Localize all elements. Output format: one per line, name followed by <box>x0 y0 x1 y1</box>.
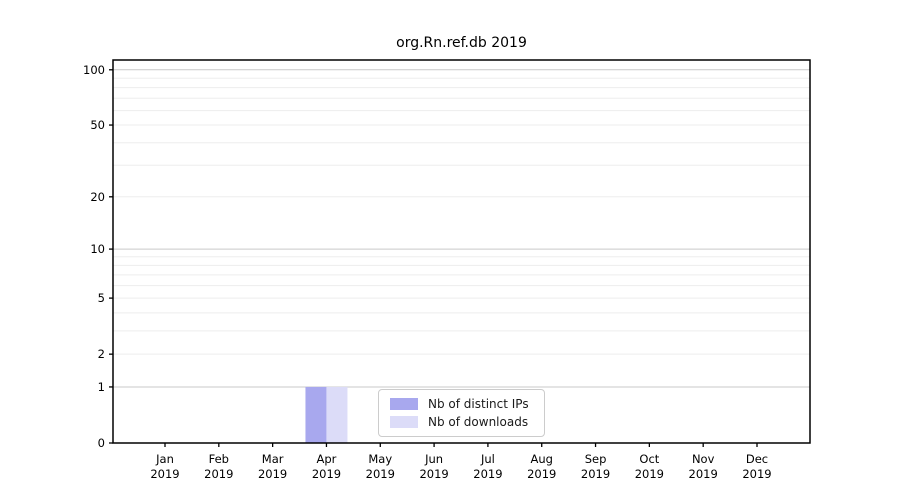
y-tick-label: 5 <box>98 291 105 305</box>
x-tick-label-year: 2019 <box>419 467 448 481</box>
y-tick-label: 20 <box>90 190 105 204</box>
bar-downloads <box>326 386 348 443</box>
x-tick-label-year: 2019 <box>742 467 771 481</box>
legend-item-distinct-ips: Nb of distinct IPs <box>390 398 544 410</box>
x-tick-label-month: May <box>368 452 392 466</box>
x-tick-label-year: 2019 <box>258 467 287 481</box>
x-tick-label-month: Oct <box>639 452 659 466</box>
y-tick-label: 50 <box>90 118 105 132</box>
x-tick-label-year: 2019 <box>527 467 556 481</box>
x-tick-label-month: Nov <box>692 452 715 466</box>
legend-item-downloads: Nb of downloads <box>390 416 544 428</box>
y-tick-label: 0 <box>98 436 105 450</box>
y-tick-label: 10 <box>90 242 105 256</box>
x-tick-label-year: 2019 <box>635 467 664 481</box>
legend-label-distinct-ips: Nb of distinct IPs <box>428 397 529 411</box>
x-tick-label-year: 2019 <box>150 467 179 481</box>
x-tick-label-year: 2019 <box>366 467 395 481</box>
legend-swatch-distinct-ips-icon <box>390 398 418 410</box>
x-tick-label-month: Dec <box>746 452 768 466</box>
x-tick-label-month: Feb <box>209 452 229 466</box>
x-tick-label-year: 2019 <box>473 467 502 481</box>
x-tick-label-year: 2019 <box>204 467 233 481</box>
x-tick-label-month: Sep <box>585 452 607 466</box>
legend-label-downloads: Nb of downloads <box>428 415 529 429</box>
y-tick-label: 100 <box>83 63 105 77</box>
x-tick-label-month: Aug <box>530 452 552 466</box>
x-tick-label-month: Jan <box>155 452 174 466</box>
x-tick-label-month: Jul <box>480 452 495 466</box>
x-tick-label-year: 2019 <box>581 467 610 481</box>
x-tick-label-year: 2019 <box>689 467 718 481</box>
y-tick-label: 2 <box>98 347 105 361</box>
chart-title: org.Rn.ref.db 2019 <box>396 35 527 51</box>
bar-distinct-ips <box>305 386 327 443</box>
x-tick-label-month: Mar <box>262 452 284 466</box>
y-tick-label: 1 <box>98 380 105 394</box>
legend-swatch-downloads-icon <box>390 416 418 428</box>
x-tick-label-year: 2019 <box>312 467 341 481</box>
x-tick-label-month: Jun <box>424 452 443 466</box>
x-tick-label-month: Apr <box>317 452 337 466</box>
axes-spines <box>112 59 811 444</box>
legend: Nb of distinct IPs Nb of downloads <box>378 389 545 437</box>
